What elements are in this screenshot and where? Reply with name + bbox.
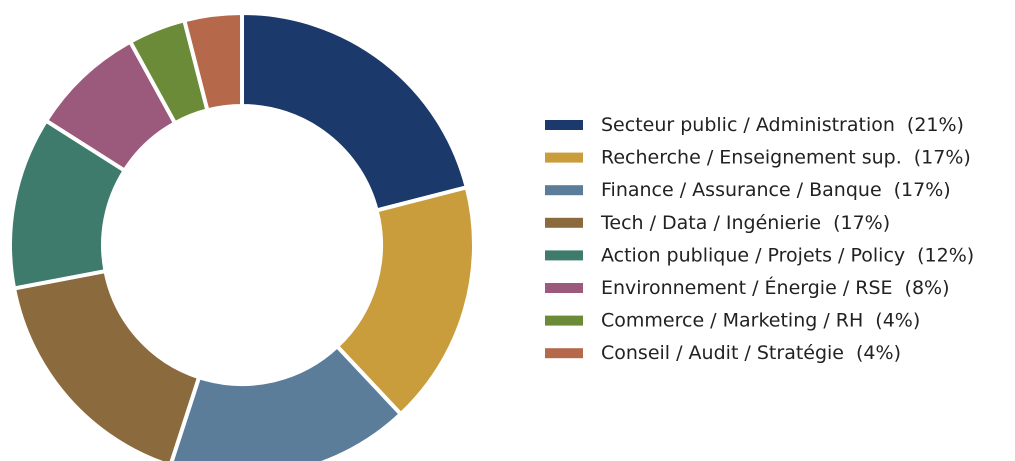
legend-swatch <box>545 217 583 228</box>
legend-name: Action publique / Projets / Policy <box>601 244 905 266</box>
legend-label: Conseil / Audit / Stratégie (4%) <box>601 342 901 364</box>
legend-swatch <box>545 250 583 261</box>
legend-label: Tech / Data / Ingénierie (17%) <box>600 211 890 233</box>
legend-swatch <box>545 152 583 163</box>
legend-swatch <box>545 120 583 130</box>
donut-slice <box>240 10 470 213</box>
legend-name: Tech / Data / Ingénierie <box>600 211 821 233</box>
legend-value: (12%) <box>917 244 974 266</box>
legend-value: (4%) <box>875 309 920 331</box>
legend-name: Commerce / Marketing / RH <box>601 309 863 331</box>
legend-value: (17%) <box>894 179 951 201</box>
legend-label: Action publique / Projets / Policy (12%) <box>601 244 974 266</box>
legend-name: Environnement / Énergie / RSE <box>601 276 893 299</box>
legend-label: Finance / Assurance / Banque (17%) <box>601 179 951 201</box>
legend-label: Environnement / Énergie / RSE (8%) <box>601 276 950 299</box>
legend-swatch <box>545 283 583 293</box>
legend-value: (4%) <box>856 342 901 364</box>
legend-name: Finance / Assurance / Banque <box>601 179 882 201</box>
legend-value: (17%) <box>833 211 890 233</box>
legend-label: Recherche / Enseignement sup. (17%) <box>601 146 971 168</box>
legend-swatch <box>545 315 583 326</box>
legend-value: (17%) <box>914 146 971 168</box>
legend-label: Commerce / Marketing / RH (4%) <box>601 309 920 331</box>
legend-label: Secteur public / Administration (21%) <box>601 114 964 136</box>
legend-name: Secteur public / Administration <box>601 114 895 136</box>
donut-slice <box>181 10 244 113</box>
legend-name: Conseil / Audit / Stratégie <box>601 342 844 364</box>
legend-swatch <box>545 185 583 196</box>
legend-value: (21%) <box>907 114 964 136</box>
donut-slice <box>169 343 404 461</box>
legend-value: (8%) <box>905 277 950 299</box>
legend-name: Recherche / Enseignement sup. <box>601 146 902 168</box>
donut-slice <box>11 268 202 461</box>
legend-swatch <box>545 348 583 359</box>
